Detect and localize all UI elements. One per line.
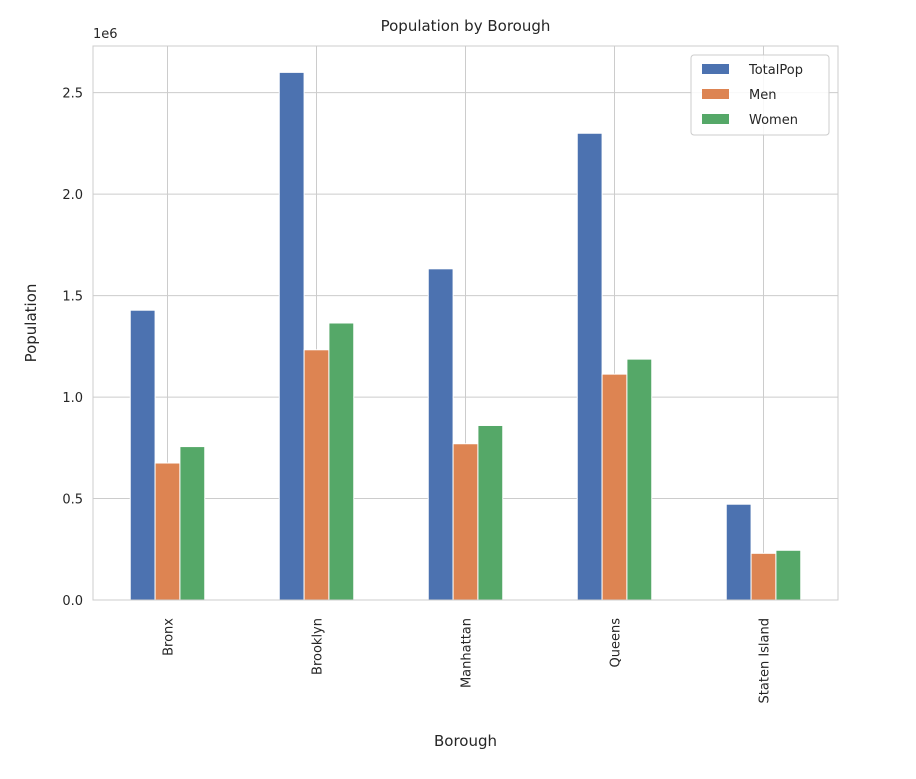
y-offset-label: 1e6 [93,27,118,42]
y-ticks: 0.0 0.5 1.0 1.5 2.0 2.5 [62,87,83,609]
bar-men-bronx [154,462,181,601]
legend-label-women: Women [749,113,798,128]
x-tick-label: Manhattan [460,618,475,688]
bar-totalpop-queens [576,132,603,601]
bar-totalpop-bronx [129,309,156,601]
bar-women-bronx [179,446,206,601]
y-tick-label: 2.0 [62,188,83,203]
y-tick-label: 2.5 [62,87,83,102]
bar-men-staten-island [750,552,777,601]
legend-swatch-men [702,89,729,99]
x-tick-label: Bronx [162,618,177,656]
bar-women-manhattan [477,424,504,601]
bar-men-brooklyn [303,349,330,601]
plot-frame [92,45,839,601]
x-tick-label: Queens [609,618,624,668]
x-tick-label: Brooklyn [311,618,326,675]
y-tick-label: 0.0 [62,594,83,609]
bar-totalpop-brooklyn [278,71,305,601]
legend-label-totalpop: TotalPop [748,63,803,78]
y-tick-label: 1.5 [62,290,83,305]
x-ticks: Bronx Brooklyn Manhattan Queens Staten Islan… [162,618,773,704]
legend: TotalPop Men Women [690,54,830,136]
y-axis-label: Population [22,284,40,363]
bar-women-queens [626,358,653,601]
bar-women-staten-island [775,549,802,601]
bar-men-manhattan [452,443,479,601]
y-tick-label: 0.5 [62,493,83,508]
x-tick-label: Staten Island [758,618,773,703]
chart-title: Population by Borough [381,17,551,35]
legend-swatch-totalpop [702,64,729,74]
legend-items: TotalPop Men Women [702,63,803,128]
legend-label-men: Men [749,88,776,103]
y-tick-label: 1.0 [62,391,83,406]
bar-totalpop-manhattan [427,268,454,601]
bar-totalpop-staten-island [725,503,752,601]
legend-swatch-women [702,114,729,124]
bars [129,71,802,601]
bar-women-brooklyn [328,322,355,601]
x-axis-label: Borough [434,732,497,750]
bar-men-queens [601,373,628,601]
